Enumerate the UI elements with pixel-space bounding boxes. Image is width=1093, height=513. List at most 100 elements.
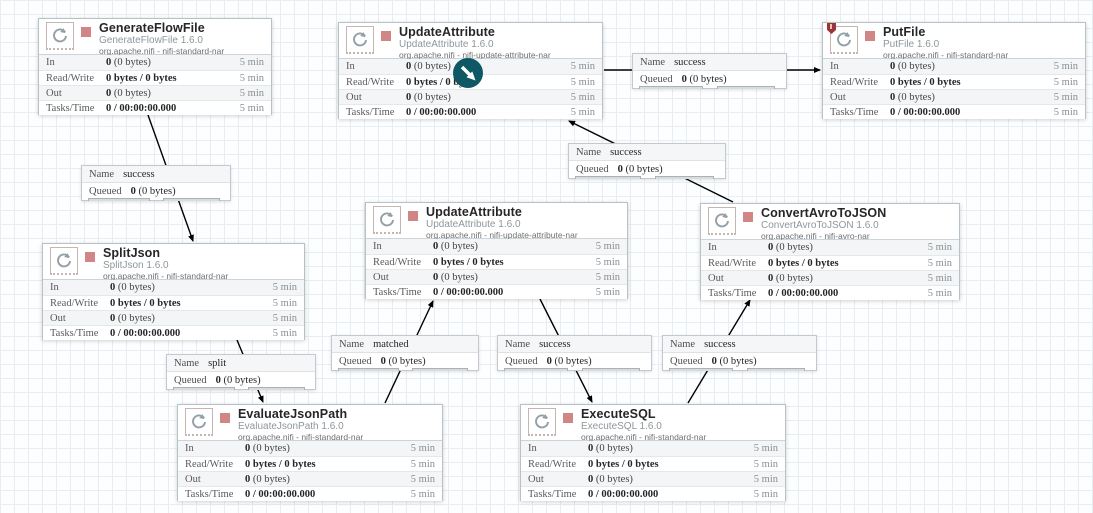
processor-titles: ConvertAvroToJSON ConvertAvroToJSON 1.6.…	[761, 206, 955, 241]
stat-row-read-write: Read/Write 0 bytes / 0 bytes 5 min	[701, 255, 959, 270]
stat-label: Out	[185, 473, 201, 485]
stat-row-read-write: Read/Write 0 bytes / 0 bytes 5 min	[366, 254, 627, 269]
stat-window: 5 min	[1053, 91, 1078, 103]
stat-label: Read/Write	[346, 76, 394, 88]
stat-value-detail: (0 bytes)	[411, 91, 451, 103]
processor-header: EvaluateJsonPath EvaluateJsonPath 1.6.0 …	[178, 405, 442, 442]
connection-queued-value: 0 (0 bytes)	[617, 164, 663, 175]
connection-name-key: Name	[339, 338, 365, 350]
stat-window: 5 min	[570, 76, 595, 88]
stat-row-out: Out 0 (0 bytes) 5 min	[521, 471, 785, 486]
processor-name: SplitJson	[103, 246, 161, 260]
stat-row-in: In 0 (0 bytes) 5 min	[366, 239, 627, 254]
stat-label: Out	[373, 271, 389, 283]
stat-window: 5 min	[410, 473, 435, 485]
connection-name-value: success	[674, 56, 706, 68]
stat-row-in: In 0 (0 bytes) 5 min	[701, 240, 959, 255]
processor-node[interactable]: UpdateAttribute UpdateAttribute 1.6.0 or…	[365, 202, 628, 299]
connection-queued-value: 0 (0 bytes)	[130, 186, 176, 197]
stat-window: 5 min	[753, 458, 778, 470]
mouse-cursor-icon	[451, 56, 485, 95]
processor-node[interactable]: SplitJson SplitJson 1.6.0 org.apache.nif…	[42, 243, 305, 340]
processor-node[interactable]: ConvertAvroToJSON ConvertAvroToJSON 1.6.…	[700, 203, 960, 300]
backpressure-bar	[633, 86, 786, 89]
stat-window: 5 min	[570, 61, 595, 72]
stat-value: 0 (0 bytes)	[245, 473, 290, 485]
stat-row-out: Out 0 (0 bytes) 5 min	[43, 310, 304, 325]
stat-value-detail: (0 bytes)	[250, 443, 290, 454]
stat-window: 5 min	[239, 57, 264, 68]
processor-node[interactable]: PutFile PutFile 1.6.0 org.apache.nifi - …	[822, 22, 1086, 119]
connection-label[interactable]: Name success Queued 0 (0 bytes)	[662, 335, 817, 371]
connection-queued-row: Queued 0 (0 bytes)	[633, 71, 786, 88]
connection-name-key: Name	[89, 168, 115, 180]
connection-queued-row: Queued 0 (0 bytes)	[167, 372, 315, 389]
stopped-state-icon	[563, 413, 573, 423]
stat-label: Read/Write	[830, 76, 878, 88]
stat-window: 5 min	[595, 241, 620, 252]
processor-name: GenerateFlowFile	[99, 21, 205, 35]
connection-name-key: Name	[640, 56, 666, 68]
connection-label[interactable]: Name success Queued 0 (0 bytes)	[632, 53, 787, 89]
processor-type-version: ConvertAvroToJSON 1.6.0	[761, 220, 879, 231]
processor-type-version: PutFile 1.6.0	[883, 39, 940, 50]
stat-label: In	[346, 61, 355, 72]
connection-label[interactable]: Name success Queued 0 (0 bytes)	[497, 335, 652, 371]
stat-window: 5 min	[753, 443, 778, 454]
processor-node[interactable]: ExecuteSQL ExecuteSQL 1.6.0 org.apache.n…	[520, 404, 786, 501]
stat-value: 0 / 00:00:00.000	[106, 102, 177, 114]
stat-value-detail: (0 bytes)	[250, 473, 290, 485]
stat-value: 0 / 00:00:00.000	[433, 286, 504, 298]
stat-window: 5 min	[570, 91, 595, 103]
stat-label: In	[50, 282, 59, 293]
stat-label: Read/Write	[50, 297, 98, 309]
stat-window: 5 min	[927, 242, 952, 253]
processor-node[interactable]: UpdateAttribute UpdateAttribute 1.6.0 or…	[338, 22, 603, 119]
stat-row-in: In 0 (0 bytes) 5 min	[823, 59, 1085, 74]
stat-row-out: Out 0 (0 bytes) 5 min	[823, 89, 1085, 104]
stat-label: In	[373, 241, 382, 252]
processor-titles: PutFile PutFile 1.6.0 org.apache.nifi - …	[883, 25, 1081, 60]
stopped-state-icon	[865, 31, 875, 41]
stat-row-in: In 0 (0 bytes) 5 min	[39, 55, 271, 70]
stat-value: 0 (0 bytes)	[106, 87, 151, 99]
stat-value: 0 (0 bytes)	[588, 443, 633, 454]
connection-name-key: Name	[174, 357, 200, 369]
processor-node[interactable]: GenerateFlowFile GenerateFlowFile 1.6.0 …	[38, 18, 272, 115]
stat-label: In	[46, 57, 55, 68]
stat-label: Tasks/Time	[46, 102, 95, 114]
processor-header: ExecuteSQL ExecuteSQL 1.6.0 org.apache.n…	[521, 405, 785, 442]
stat-window: 5 min	[239, 87, 264, 99]
stat-label: Out	[528, 473, 544, 485]
processor-bundle: org.apache.nifi - nifi-standard-nar	[238, 432, 364, 442]
stat-value: 0 / 00:00:00.000	[406, 106, 477, 118]
connection-name-key: Name	[576, 146, 602, 158]
processor-header: PutFile PutFile 1.6.0 org.apache.nifi - …	[823, 23, 1085, 60]
connection-name-key: Name	[505, 338, 531, 350]
stat-window: 5 min	[927, 257, 952, 269]
stat-window: 5 min	[753, 473, 778, 485]
stat-value-detail: (0 bytes)	[411, 61, 451, 72]
connection-label[interactable]: Name success Queued 0 (0 bytes)	[568, 143, 726, 179]
stat-value-detail: (0 bytes)	[115, 312, 155, 324]
processor-icon	[346, 26, 374, 54]
connection-queued-value: 0 (0 bytes)	[711, 356, 757, 367]
connection-label[interactable]: Name matched Queued 0 (0 bytes)	[331, 335, 479, 371]
processor-node[interactable]: EvaluateJsonPath EvaluateJsonPath 1.6.0 …	[177, 404, 443, 501]
stat-value: 0 / 00:00:00.000	[245, 488, 316, 500]
connection-label[interactable]: Name success Queued 0 (0 bytes)	[81, 165, 231, 201]
connection-name-value: matched	[373, 338, 409, 350]
processor-stats: In 0 (0 bytes) 5 min Read/Write 0 bytes / 0 …	[521, 441, 785, 501]
backpressure-bar	[82, 198, 230, 201]
stat-row-tasks-time: Tasks/Time 0 / 00:00:00.000 5 min	[178, 486, 442, 501]
stat-value: 0 bytes / 0 bytes	[110, 297, 181, 309]
processor-icon	[708, 207, 736, 235]
connection-label[interactable]: Name split Queued 0 (0 bytes)	[166, 354, 316, 390]
stat-window: 5 min	[1053, 76, 1078, 88]
processor-name: PutFile	[883, 25, 926, 39]
connection-name-row: Name success	[82, 166, 230, 183]
processor-stats: In 0 (0 bytes) 5 min Read/Write 0 bytes / 0 …	[366, 239, 627, 299]
processor-titles: ExecuteSQL ExecuteSQL 1.6.0 org.apache.n…	[581, 407, 781, 442]
stat-row-read-write: Read/Write 0 bytes / 0 bytes 5 min	[823, 74, 1085, 89]
